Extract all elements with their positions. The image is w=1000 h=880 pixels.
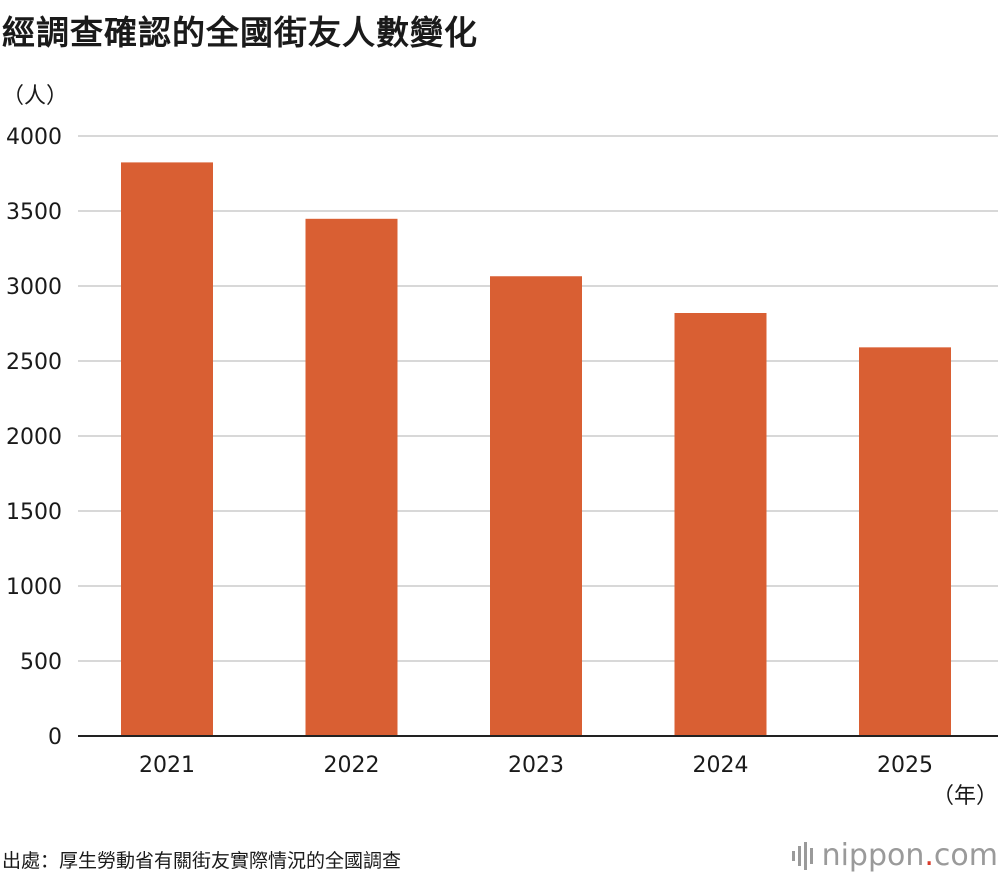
brand-dot: . [924,838,934,873]
bar-2024 [674,313,767,736]
x-tick-label: 2023 [508,753,564,778]
y-tick-label: 1500 [6,500,62,525]
y-tick-label: 3000 [6,275,62,300]
bar-2021 [121,162,213,736]
y-tick-label: 0 [48,725,62,750]
y-tick-label: 2500 [6,350,62,375]
y-tick-label: 500 [20,650,62,675]
x-tick-label: 2025 [877,753,933,778]
bar-2022 [305,218,398,737]
nippon-mark-icon [791,841,813,870]
y-tick-label: 2000 [6,425,62,450]
y-tick-label: 1000 [6,575,62,600]
x-tick-label: 2024 [693,753,749,778]
nippon-logo[interactable]: nippon. com [791,838,998,873]
y-tick-label: 4000 [6,125,62,150]
y-tick-label: 3500 [6,200,62,225]
brand-tld: com [933,838,998,873]
x-tick-labels: 2021 2022 2023 2024 2025 [139,753,933,778]
x-tick-label: 2022 [324,753,380,778]
brand-name: nippon [821,838,925,873]
y-tick-labels: 0 500 1000 1500 2000 2500 3000 3500 4000 [6,125,62,750]
bars [121,162,951,737]
bar-2023 [490,276,582,736]
x-axis-label: （年） [932,784,998,809]
source-note: 出處：厚生勞動省有關街友實際情況的全國調查 [2,850,402,872]
bar-2025 [859,347,951,736]
chart-title: 經調查確認的全國街友人數變化 [2,13,478,52]
y-axis-label: （人） [2,84,68,109]
x-tick-label: 2021 [139,753,195,778]
